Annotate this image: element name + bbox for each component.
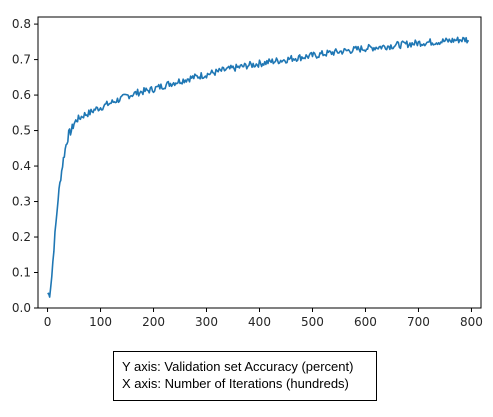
x-tick-label: 600 bbox=[354, 315, 377, 329]
accuracy-line bbox=[47, 36, 470, 298]
x-tick-label: 200 bbox=[142, 315, 165, 329]
y-tick-label: 0.2 bbox=[12, 230, 31, 244]
y-tick-label: 0.0 bbox=[12, 301, 31, 315]
y-tick-label: 0.1 bbox=[12, 266, 31, 280]
x-tick-label: 300 bbox=[195, 315, 218, 329]
x-tick-label: 100 bbox=[89, 315, 112, 329]
x-axis-ticks: 0 100 200 300 400 500 600 700 800 bbox=[44, 308, 483, 329]
x-tick-label: 700 bbox=[407, 315, 430, 329]
y-tick-label: 0.3 bbox=[12, 195, 31, 209]
y-axis-ticks: 0.0 0.1 0.2 0.3 0.4 0.5 0.6 0.7 0.8 bbox=[12, 17, 38, 315]
x-tick-label: 400 bbox=[248, 315, 271, 329]
x-tick-label: 500 bbox=[301, 315, 324, 329]
axis-caption-box: Y axis: Validation set Accuracy (percent… bbox=[113, 351, 377, 401]
plot-area bbox=[47, 36, 470, 298]
line-chart: 0 100 200 300 400 500 600 700 800 0.00.10.20.30.… bbox=[12, 16, 483, 329]
y-tick-label: 0.6 bbox=[12, 88, 31, 102]
y-tick-label: 0.7 bbox=[12, 53, 31, 67]
x-tick-label: 0 bbox=[44, 315, 52, 329]
y-tick-label: 0.4 bbox=[12, 159, 31, 173]
y-tick-label: 0.8 bbox=[12, 17, 31, 31]
caption-x-axis-text: X axis: Number of Iterations (hundreds) bbox=[122, 376, 349, 391]
y-tick-label: 0.5 bbox=[12, 124, 31, 138]
caption-y-axis-text: Y axis: Validation set Accuracy (percent… bbox=[122, 359, 354, 374]
x-tick-label: 800 bbox=[460, 315, 483, 329]
